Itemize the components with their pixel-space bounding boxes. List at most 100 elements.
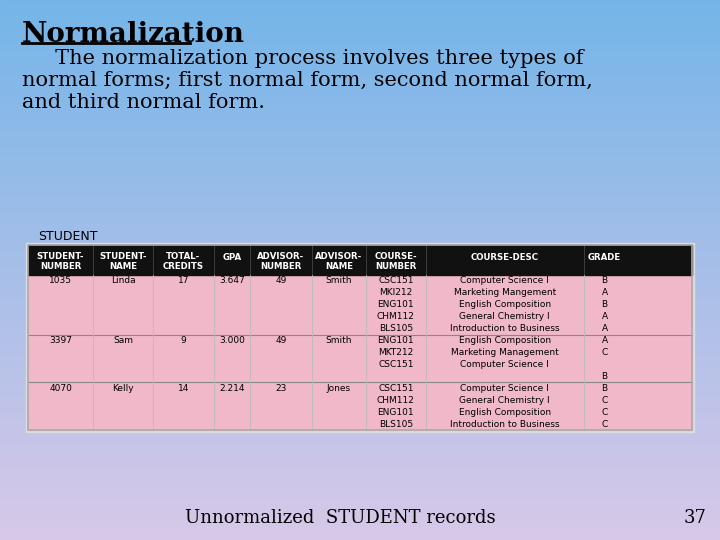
Bar: [0, 73, 720, 76]
Bar: [0, 440, 720, 443]
Bar: [0, 167, 720, 170]
Bar: [0, 30, 720, 32]
Text: BLS105: BLS105: [379, 324, 413, 333]
Text: COURSE-DESC: COURSE-DESC: [471, 253, 539, 261]
Bar: [0, 35, 720, 38]
Bar: [0, 316, 720, 319]
Bar: [0, 310, 720, 313]
Bar: [0, 362, 720, 364]
Text: Kelly: Kelly: [112, 384, 134, 393]
Bar: [0, 184, 720, 186]
Bar: [0, 119, 720, 122]
Bar: [0, 238, 720, 240]
Bar: [0, 40, 720, 43]
Text: English Composition: English Composition: [459, 300, 551, 309]
Bar: [0, 157, 720, 159]
Bar: [0, 89, 720, 92]
Text: B: B: [602, 372, 608, 381]
Bar: [0, 251, 720, 254]
Bar: [0, 513, 720, 516]
Text: Smith: Smith: [325, 276, 352, 286]
Bar: [0, 202, 720, 205]
Bar: [0, 505, 720, 508]
Bar: [0, 294, 720, 297]
Text: NUMBER: NUMBER: [375, 262, 417, 271]
Bar: [0, 451, 720, 454]
Bar: [0, 408, 720, 410]
Bar: [0, 356, 720, 359]
Text: A: A: [602, 312, 608, 321]
Text: MKT212: MKT212: [378, 348, 413, 357]
Text: B: B: [602, 276, 608, 286]
Bar: [0, 456, 720, 459]
Text: CHM112: CHM112: [377, 396, 415, 404]
Bar: [0, 267, 720, 270]
Bar: [0, 138, 720, 140]
Bar: [0, 346, 720, 348]
Bar: [0, 159, 720, 162]
Bar: [0, 94, 720, 97]
Bar: [0, 103, 720, 105]
Bar: [0, 194, 720, 197]
Text: 23: 23: [275, 384, 287, 393]
Bar: [0, 116, 720, 119]
Bar: [0, 170, 720, 173]
Bar: [0, 359, 720, 362]
Text: ADVISOR-: ADVISOR-: [257, 252, 305, 261]
Bar: [0, 27, 720, 30]
Text: ENG101: ENG101: [377, 336, 414, 345]
Bar: [0, 59, 720, 62]
Bar: [0, 392, 720, 394]
Text: TOTAL-: TOTAL-: [166, 252, 200, 261]
Bar: [0, 122, 720, 124]
Bar: [0, 200, 720, 202]
Bar: [0, 478, 720, 481]
Text: MKI212: MKI212: [379, 288, 413, 298]
Bar: [0, 265, 720, 267]
Bar: [0, 14, 720, 16]
Text: 3.000: 3.000: [220, 336, 245, 345]
Bar: [0, 472, 720, 475]
Bar: [0, 529, 720, 532]
Bar: [0, 351, 720, 354]
Bar: [0, 140, 720, 143]
Bar: [0, 84, 720, 86]
Text: Sam: Sam: [113, 336, 133, 345]
Bar: [0, 483, 720, 486]
Bar: [0, 105, 720, 108]
Bar: [0, 289, 720, 292]
Bar: [0, 8, 720, 11]
Text: B: B: [602, 384, 608, 393]
Bar: [0, 270, 720, 273]
Bar: [0, 402, 720, 405]
Bar: [0, 383, 720, 386]
Bar: [0, 489, 720, 491]
Text: C: C: [601, 408, 608, 417]
Bar: [0, 386, 720, 389]
Text: A: A: [602, 336, 608, 345]
Bar: [0, 364, 720, 367]
Bar: [0, 327, 720, 329]
Text: General Chemistry I: General Chemistry I: [459, 396, 550, 404]
Bar: [0, 219, 720, 221]
Text: STUDENT: STUDENT: [38, 230, 97, 243]
Bar: [0, 443, 720, 445]
Bar: [28, 245, 692, 275]
Bar: [0, 248, 720, 251]
Bar: [0, 259, 720, 262]
Bar: [0, 537, 720, 540]
Bar: [0, 292, 720, 294]
Bar: [0, 284, 720, 286]
Bar: [0, 424, 720, 427]
Bar: [0, 510, 720, 513]
Bar: [0, 108, 720, 111]
Text: General Chemistry I: General Chemistry I: [459, 312, 550, 321]
Bar: [0, 494, 720, 497]
Text: Unnormalized  STUDENT records: Unnormalized STUDENT records: [185, 509, 495, 527]
Bar: [0, 262, 720, 265]
Bar: [0, 321, 720, 324]
Bar: [0, 235, 720, 238]
Bar: [0, 405, 720, 408]
Text: Smith: Smith: [325, 336, 352, 345]
Text: STUDENT-: STUDENT-: [37, 252, 84, 261]
